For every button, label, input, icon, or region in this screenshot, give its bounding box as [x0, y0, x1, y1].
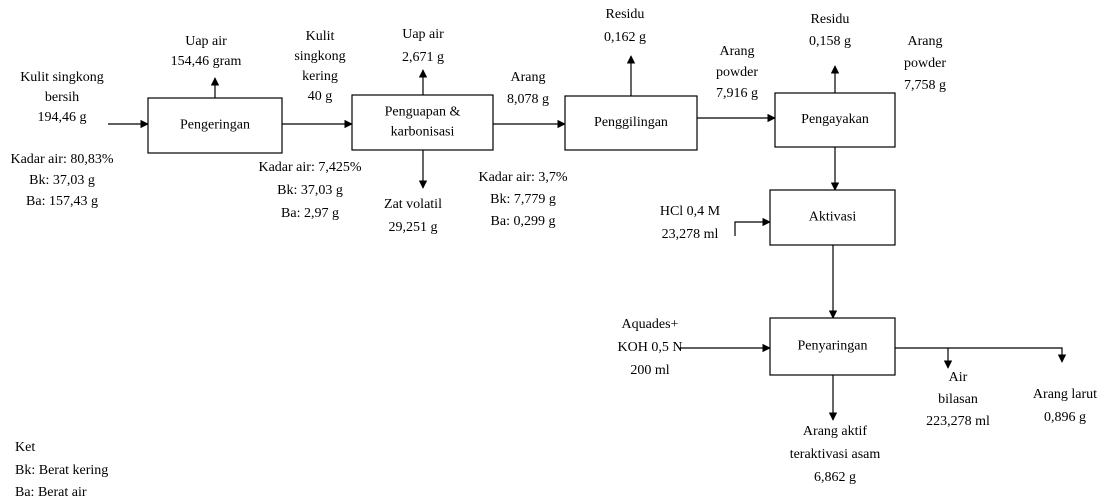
flow-label: Air: [949, 370, 968, 385]
flow-label: KOH 0,5 N: [618, 340, 683, 355]
flow-label: 0,896 g: [1044, 410, 1086, 425]
flow-label: 154,46 gram: [171, 54, 242, 69]
flow-label: Kulit singkong: [20, 70, 104, 85]
arrows: [108, 55, 1067, 421]
flow-label: 194,46 g: [38, 110, 87, 125]
process-box: [774, 92, 896, 148]
legend-item: Bk: Berat kering: [15, 463, 108, 478]
process-label: Penguapan &: [385, 105, 461, 120]
flow-label: 29,251 g: [389, 220, 438, 235]
process-label: Pengeringan: [180, 118, 250, 133]
arrow: [895, 347, 1067, 363]
process-label: Penggilingan: [594, 115, 668, 130]
flow-label: 40 g: [308, 89, 333, 104]
flow-label: 8,078 g: [507, 92, 549, 107]
flow-label: Ba: 0,299 g: [491, 214, 556, 229]
flow-label: Arang: [720, 44, 755, 59]
process-box: [769, 189, 896, 246]
process-label: Aktivasi: [809, 210, 857, 225]
flow-label: singkong: [294, 49, 345, 64]
legend-item: Ba: Berat air: [15, 485, 87, 500]
flow-label: Kadar air: 7,425%: [258, 160, 361, 175]
flow-label: Bk: 37,03 g: [277, 183, 343, 198]
flow-label: Arang: [511, 70, 546, 85]
flow-label: Arang aktif: [803, 424, 867, 439]
process-box: [769, 317, 896, 376]
flow-label: HCl 0,4 M: [660, 204, 721, 219]
flow-label: 223,278 ml: [926, 414, 990, 429]
flow-label: Kadar air: 80,83%: [10, 152, 113, 167]
flow-label: kering: [302, 69, 338, 84]
arrow: [734, 217, 771, 236]
flow-label: teraktivasi asam: [790, 447, 881, 462]
flow-label: 7,916 g: [716, 86, 758, 101]
flow-label: 6,862 g: [814, 470, 856, 485]
flow-label: Uap air: [402, 27, 444, 42]
flow-label: 7,758 g: [904, 78, 946, 93]
process-label: Pengayakan: [801, 112, 869, 127]
flow-label: Residu: [606, 7, 645, 22]
flow-label: Residu: [811, 12, 850, 27]
flow-label: Zat volatil: [384, 197, 442, 212]
flow-label: bersih: [45, 90, 79, 105]
flow-label: Bk: 37,03 g: [29, 173, 95, 188]
legend-title: Ket: [15, 440, 35, 455]
flow-label: 2,671 g: [402, 50, 444, 65]
process-label: karbonisasi: [391, 125, 455, 140]
flow-label: Ba: 2,97 g: [281, 206, 339, 221]
flow-label: powder: [716, 65, 758, 80]
process-box: [564, 95, 698, 151]
flow-label: Arang larut: [1033, 387, 1097, 402]
flow-label: 23,278 ml: [662, 227, 719, 242]
flow-label: Aquades+: [622, 317, 679, 332]
flow-label: bilasan: [938, 392, 978, 407]
flow-label: powder: [904, 56, 946, 71]
flow-label: Bk: 7,779 g: [490, 192, 556, 207]
process-box: [147, 97, 283, 154]
process-label: Penyaringan: [798, 339, 868, 354]
flow-label: Kadar air: 3,7%: [478, 170, 567, 185]
flow-label: 0,158 g: [809, 34, 851, 49]
flow-label: Uap air: [185, 34, 227, 49]
process-box: [351, 94, 494, 151]
flow-label: Ba: 157,43 g: [26, 194, 98, 209]
flow-label: Arang: [908, 34, 943, 49]
flow-label: 200 ml: [630, 363, 669, 378]
flow-label: 0,162 g: [604, 30, 646, 45]
flow-label: Kulit: [306, 29, 335, 44]
